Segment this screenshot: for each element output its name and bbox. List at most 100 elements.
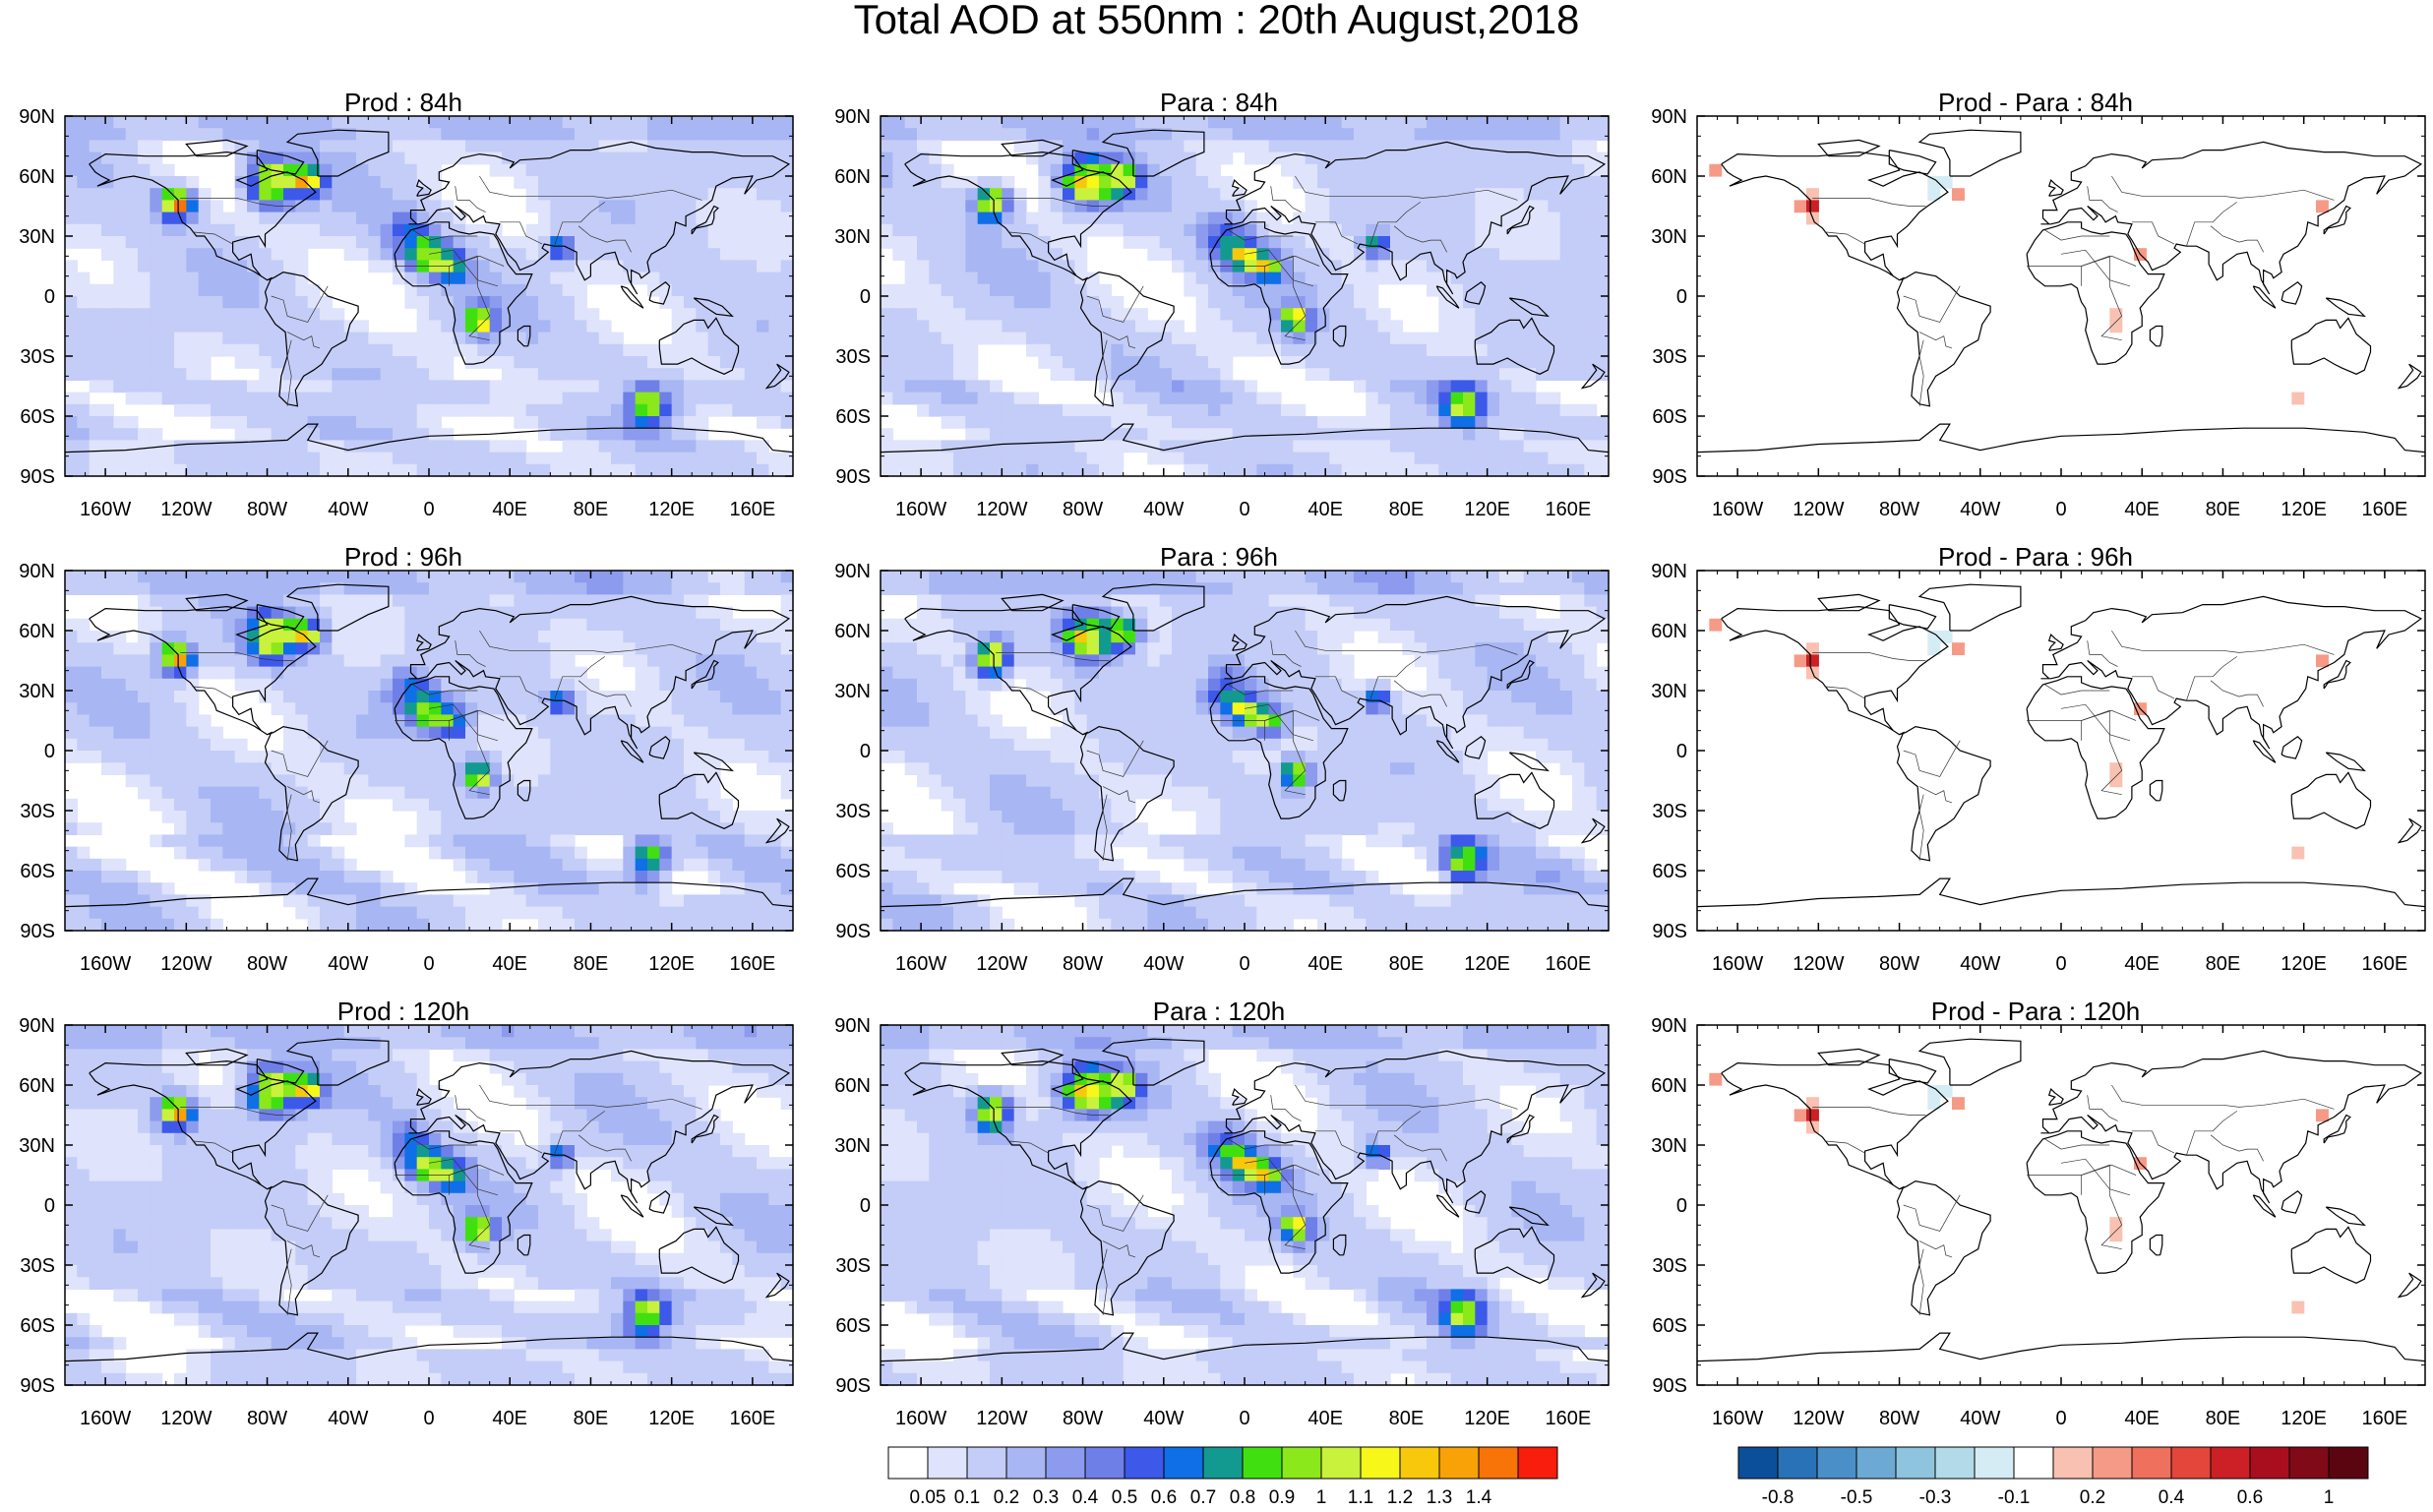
field-cell — [1135, 128, 1148, 141]
field-cell — [563, 176, 576, 189]
field-cell — [708, 284, 721, 297]
field-cell — [575, 787, 587, 800]
field-cell — [332, 116, 344, 129]
field-cell — [332, 188, 344, 201]
field-cell — [745, 224, 758, 237]
field-cell — [126, 224, 139, 237]
field-cell — [1172, 404, 1185, 417]
field-cell — [1087, 453, 1100, 465]
field-cell — [65, 691, 78, 703]
field-cell — [454, 594, 466, 607]
field-cell — [1124, 224, 1136, 237]
field-cell — [636, 822, 648, 835]
field-cell — [538, 582, 551, 595]
field-cell — [1099, 284, 1112, 297]
field-cell — [186, 440, 199, 453]
field-cell — [1160, 152, 1173, 165]
field-cell — [1524, 428, 1537, 441]
field-cell — [393, 200, 405, 212]
field-cell — [575, 200, 587, 212]
field-cell — [929, 333, 942, 345]
field-cell — [1135, 176, 1148, 189]
field-cell — [781, 296, 794, 309]
field-cell — [454, 393, 466, 405]
field-cell — [150, 571, 162, 583]
field-cell — [708, 811, 721, 823]
field-cell — [514, 594, 526, 607]
field-cell — [162, 799, 175, 812]
field-cell — [881, 393, 893, 405]
field-cell — [1245, 116, 1257, 129]
field-cell — [768, 642, 781, 655]
field-cell — [905, 296, 918, 309]
field-cell — [259, 822, 272, 835]
field-cell — [990, 248, 1003, 261]
field-cell — [490, 380, 503, 393]
field-cell — [990, 333, 1003, 345]
field-cell — [235, 308, 248, 321]
field-cell — [1415, 416, 1428, 429]
field-cell — [1354, 236, 1367, 249]
field-cell — [1306, 128, 1318, 141]
field-cell — [611, 200, 624, 212]
field-cell — [550, 128, 563, 141]
field-cell — [404, 368, 417, 381]
field-cell — [636, 152, 648, 165]
field-cell — [1208, 296, 1221, 309]
field-cell — [892, 236, 905, 249]
field-cell — [1087, 284, 1100, 297]
field-cell — [550, 380, 563, 393]
field-cell — [990, 200, 1003, 212]
field-cell — [211, 762, 223, 775]
field-cell — [126, 453, 139, 465]
field-cell — [77, 619, 90, 632]
field-cell — [101, 224, 114, 237]
field-cell — [881, 356, 893, 369]
field-cell — [77, 571, 90, 583]
field-cell — [1329, 284, 1342, 297]
field-cell — [1306, 464, 1318, 477]
field-cell — [1342, 368, 1355, 381]
field-cell — [1451, 152, 1464, 165]
field-cell — [344, 140, 357, 152]
field-cell — [1293, 116, 1306, 129]
field-cell — [586, 822, 599, 835]
field-cell — [222, 116, 235, 129]
field-cell — [259, 344, 272, 357]
field-cell — [684, 727, 697, 740]
field-cell — [745, 236, 758, 249]
field-cell — [1317, 272, 1330, 285]
field-cell — [211, 416, 223, 429]
field-cell — [659, 607, 672, 620]
field-cell — [247, 356, 260, 369]
field-cell — [222, 272, 235, 285]
field-cell — [465, 619, 478, 632]
field-cell — [162, 453, 175, 465]
field-cell — [781, 236, 794, 249]
field-cell — [1597, 453, 1610, 465]
field-cell — [174, 762, 187, 775]
field-cell — [332, 368, 344, 381]
field-cell — [1306, 356, 1318, 369]
field-cell — [1317, 200, 1330, 212]
field-cell — [696, 594, 708, 607]
field-cell — [1002, 128, 1014, 141]
field-cell — [429, 464, 442, 477]
field-cell — [575, 631, 587, 643]
field-cell — [647, 152, 660, 165]
field-cell — [344, 416, 357, 429]
field-cell — [526, 679, 539, 692]
field-cell — [672, 404, 685, 417]
field-cell — [259, 582, 272, 595]
field-cell — [332, 642, 344, 655]
field-cell — [526, 128, 539, 141]
field-cell — [490, 762, 503, 775]
field-cell — [1208, 428, 1221, 441]
field-cell — [1597, 344, 1610, 357]
field-cell — [1196, 164, 1209, 177]
field-cell — [1124, 320, 1136, 333]
field-cell — [611, 582, 624, 595]
field-cell — [429, 272, 442, 285]
field-cell — [1099, 308, 1112, 321]
